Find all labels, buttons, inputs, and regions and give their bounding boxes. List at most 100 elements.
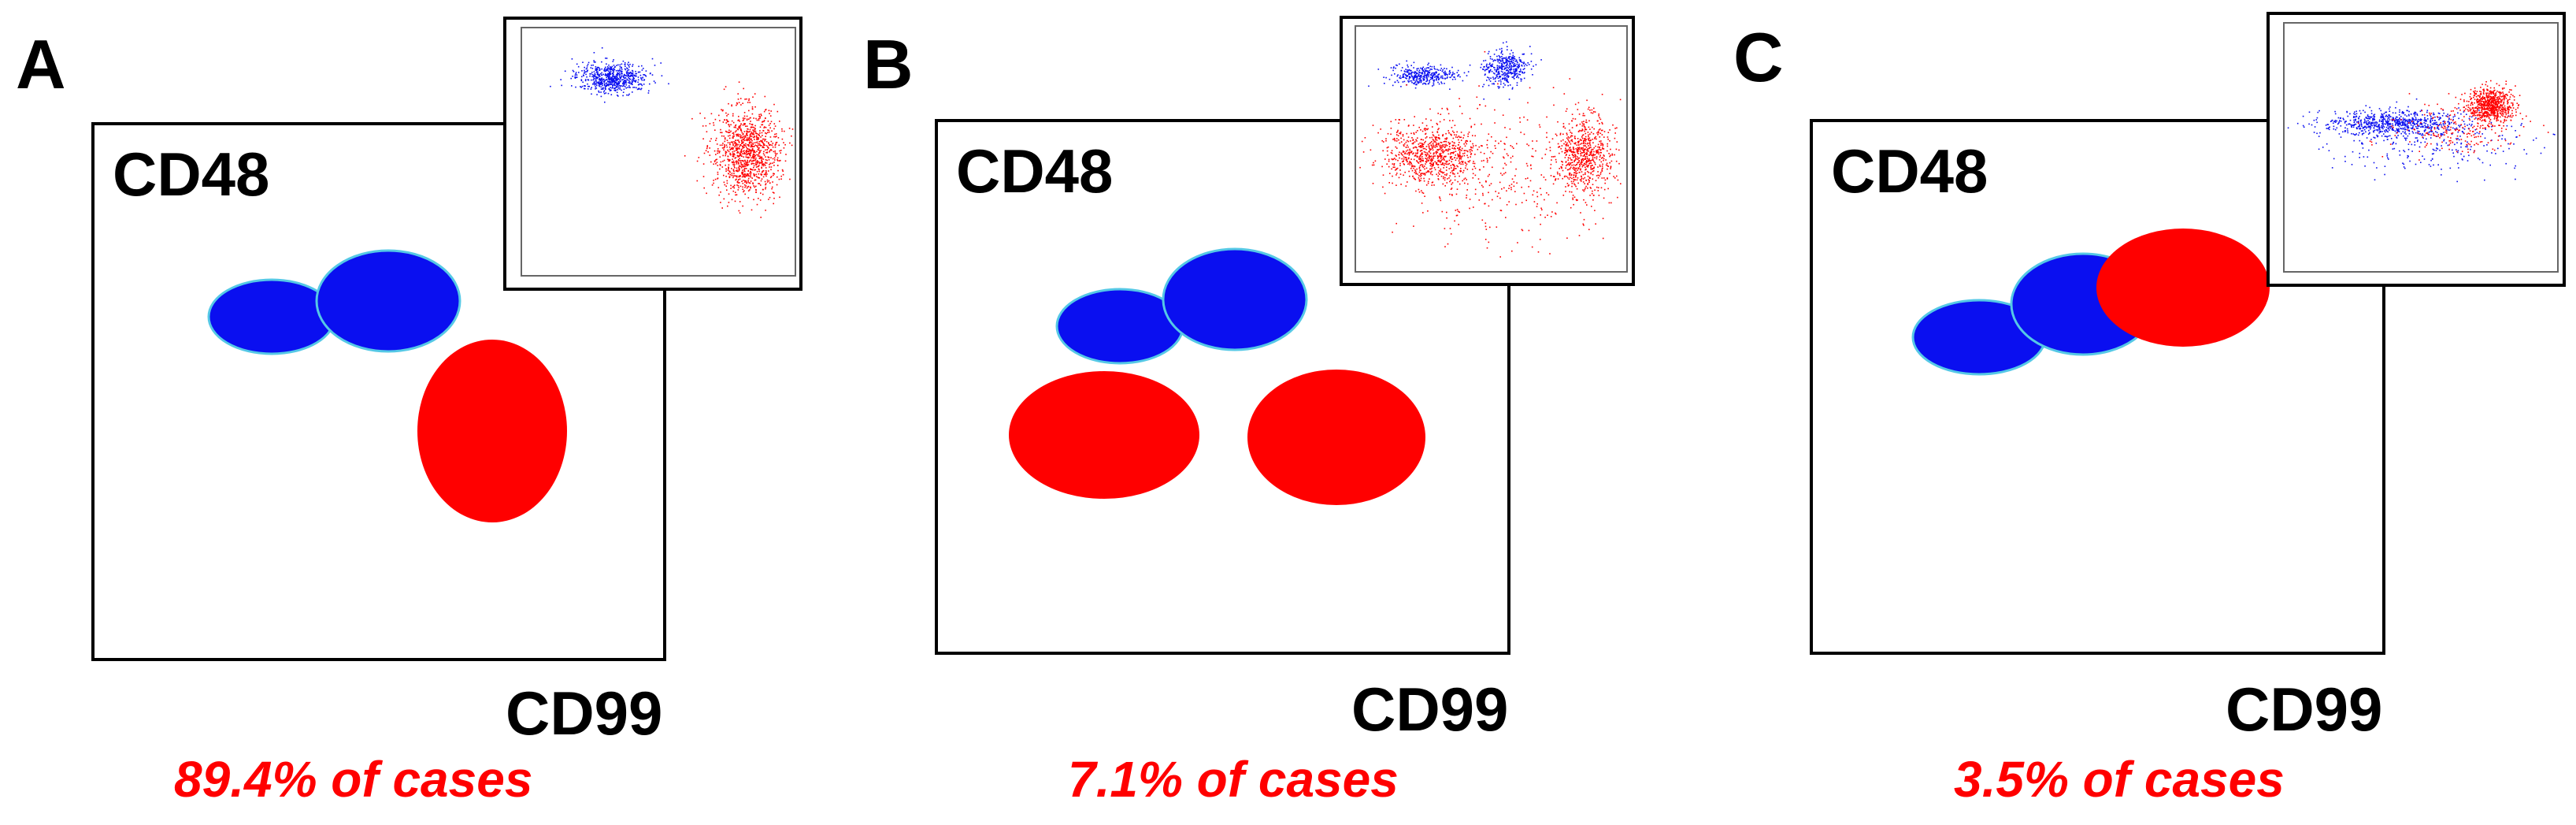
cytometry-dot <box>1557 143 1559 145</box>
cytometry-dot <box>1576 124 1578 126</box>
cytometry-dot <box>1444 70 1446 72</box>
cytometry-dot <box>1456 72 1458 73</box>
cytometry-dot <box>1451 182 1454 184</box>
cytometry-dot <box>1479 104 1481 106</box>
cytometry-dot <box>2333 121 2335 122</box>
cytometry-dot <box>626 75 628 77</box>
cytometry-dot <box>1591 109 1593 111</box>
cytometry-dot <box>770 149 773 151</box>
cytometry-dot <box>1573 166 1574 169</box>
cytometry-dot <box>767 146 769 148</box>
cytometry-dot <box>1444 177 1446 179</box>
cytometry-dot <box>770 176 773 177</box>
cytometry-dot <box>2373 127 2375 129</box>
cytometry-dot <box>631 74 633 76</box>
cytometry-dot <box>1466 179 1467 180</box>
cytometry-dot <box>1414 71 1416 72</box>
cytometry-dot <box>1458 148 1460 150</box>
cytometry-dot <box>1567 157 1570 158</box>
cytometry-dot <box>1504 58 1507 59</box>
cytometry-dot <box>1444 144 1445 146</box>
cytometry-dot <box>1418 162 1420 164</box>
cytometry-dot <box>1455 145 1457 147</box>
cytometry-dot <box>1583 225 1585 226</box>
cytometry-dot <box>750 176 752 178</box>
cytometry-dot <box>742 146 744 148</box>
cytometry-dot <box>1431 170 1433 173</box>
cytometry-dot <box>1454 173 1455 175</box>
cytometry-dot <box>1451 184 1452 185</box>
cytometry-dot <box>638 84 640 85</box>
cytometry-dot <box>1562 126 1565 128</box>
cytometry-dot <box>1586 153 1588 155</box>
cytometry-dot <box>1555 133 1557 136</box>
cytometry-dot <box>746 150 747 151</box>
cytometry-dot <box>2521 123 2522 124</box>
cytometry-dot <box>1386 147 1388 149</box>
cytometry-dot <box>1492 72 1495 74</box>
cytometry-dot <box>1444 228 1446 229</box>
cytometry-dot <box>751 169 753 171</box>
cytometry-dot <box>1554 155 1556 158</box>
cytometry-dot <box>747 174 750 177</box>
cytometry-dot <box>2313 119 2315 121</box>
cytometry-dot <box>1584 151 1585 154</box>
cytometry-dot <box>719 168 721 170</box>
cytometry-dot <box>1396 147 1398 149</box>
cytometry-dot <box>1410 165 1413 168</box>
cytometry-dot <box>1433 74 1434 76</box>
cytometry-dot <box>605 73 606 75</box>
cytometry-dot <box>1494 69 1496 71</box>
cytometry-dot <box>1510 67 1512 69</box>
cytometry-dot <box>1421 83 1424 85</box>
cytometry-dot <box>1577 152 1579 154</box>
cytometry-dot <box>1573 137 1576 139</box>
cytometry-dot <box>1486 65 1488 68</box>
cytometry-dot <box>2370 113 2373 114</box>
cytometry-dot <box>2458 124 2459 126</box>
cytometry-dot <box>1428 145 1430 147</box>
cytometry-dot <box>1514 72 1515 74</box>
cytometry-dot <box>1417 130 1418 132</box>
cytometry-dot <box>1438 137 1440 139</box>
cytometry-dot <box>1429 149 1431 151</box>
cytometry-dot <box>1440 69 1441 71</box>
cytometry-dot <box>758 147 760 149</box>
cytometry-dot <box>2457 112 2459 114</box>
cytometry-dot <box>1436 143 1437 146</box>
cytometry-dot <box>765 156 766 158</box>
cytometry-dot <box>698 157 700 158</box>
cytometry-dot <box>765 149 766 151</box>
cytometry-dot <box>1457 153 1458 155</box>
cytometry-dot <box>2410 121 2411 124</box>
cytometry-dot <box>621 69 623 70</box>
cytometry-dot <box>713 122 714 124</box>
cytometry-dot <box>2392 123 2393 125</box>
cytometry-dot <box>610 71 612 72</box>
cytometry-dot <box>623 88 625 91</box>
cytometry-dot <box>777 137 780 139</box>
cytometry-dot <box>624 83 626 84</box>
cytometry-dot <box>740 104 742 106</box>
cytometry-dot <box>1492 65 1493 67</box>
cytometry-dot <box>1462 153 1464 154</box>
cytometry-dot <box>610 76 612 78</box>
cytometry-dot <box>1585 128 1588 131</box>
cytometry-dot <box>1521 229 1523 231</box>
cytometry-dot <box>1520 132 1522 133</box>
cytometry-dot <box>732 132 734 135</box>
cytometry-dot <box>1571 113 1573 115</box>
cytometry-dot <box>1590 154 1592 155</box>
cytometry-dot <box>1451 127 1453 128</box>
cytometry-dot <box>703 187 705 189</box>
cytometry-dot <box>1596 175 1598 177</box>
cytometry-dot <box>1463 154 1466 157</box>
cytometry-dot <box>1576 164 1577 165</box>
cytometry-dot <box>626 78 628 80</box>
cytometry-dot <box>1414 74 1417 76</box>
cytometry-dot <box>616 91 618 94</box>
cytometry-dot <box>739 158 740 159</box>
cytometry-dot <box>1611 153 1614 155</box>
cytometry-dot <box>766 132 769 133</box>
cytometry-dot <box>747 131 749 132</box>
